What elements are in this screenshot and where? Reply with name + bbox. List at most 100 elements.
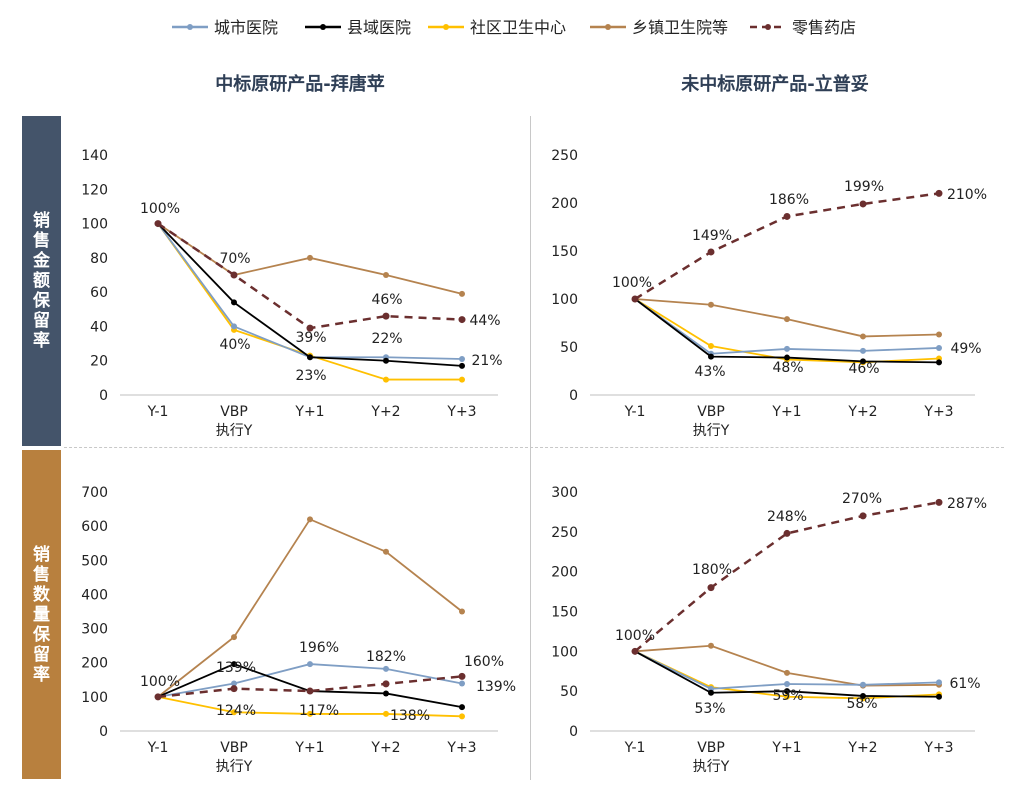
legend-item: 社区卫生中心 [428,18,566,37]
data-point [784,316,790,323]
data-label: 248% [767,509,807,525]
row-label-sales-volume: 销售数量保留率 [22,450,61,779]
data-label: 199% [844,179,884,195]
x-tick-label: Y+2 [847,740,877,756]
data-label: 48% [772,360,803,376]
data-point [307,354,313,361]
x-tick-label: Y+2 [847,404,877,420]
data-label: 49% [950,341,981,357]
data-point [307,254,313,261]
y-tick-label: 400 [81,587,108,603]
data-point [383,357,389,364]
data-point [784,688,790,695]
y-tick-label: 50 [560,340,578,356]
series-line [634,298,940,364]
x-tick-label: 执行Y [693,423,730,439]
data-label: 100% [140,201,180,217]
data-point [859,512,867,520]
data-label: 53% [694,701,725,717]
data-label: 100% [140,674,180,690]
y-tick-label: 100 [81,690,108,706]
legend-item: 零售药店 [750,18,856,37]
data-label: 39% [295,330,326,346]
chart-volume-lipitor: 0 50 100 150 200 250 300 Y-1 VBP 执行Y Y+1 Y+2 Y+3 100%… [551,485,987,775]
x-tick-label: Y-1 [147,740,169,756]
data-point [231,680,237,687]
legend-item: 县域医院 [305,18,411,37]
data-point [231,709,237,716]
x-tick-label: 执行Y [693,759,730,775]
data-label: 139% [216,660,256,676]
data-label: 46% [848,361,879,377]
data-point [383,548,389,555]
data-point [707,584,715,592]
legend-label: 乡镇卫生院等 [632,18,728,37]
data-point [306,687,314,695]
legend-label: 城市医院 [214,18,278,37]
row-divider [64,447,1004,448]
data-label: 61% [949,676,980,692]
series-line [157,222,463,330]
data-point [382,680,390,688]
y-tick-label: 140 [81,148,108,164]
data-point [231,299,237,306]
data-point [860,692,866,699]
legend-marker [187,24,193,30]
data-point [231,634,237,641]
data-point [458,316,466,324]
data-point [230,685,238,693]
data-point [307,516,313,523]
data-point [708,343,714,350]
data-point [459,362,465,369]
y-tick-label: 300 [81,622,108,638]
row-label-sales-amount: 销售金额保留率 [22,116,61,446]
y-tick-label: 0 [569,724,578,740]
x-tick-label: Y-1 [147,404,169,420]
x-tick-label: Y+3 [446,404,476,420]
x-tick-label: Y+1 [294,740,324,756]
x-tick-label: Y+1 [771,740,801,756]
legend-marker [443,24,449,30]
x-tick-label: Y+2 [370,404,400,420]
column-divider [530,116,531,780]
data-point [154,220,162,228]
data-label: 43% [694,364,725,380]
data-point [784,680,790,687]
x-tick-label: Y+1 [771,404,801,420]
x-tick-label: Y+3 [446,740,476,756]
data-point [382,312,390,320]
y-tick-label: 0 [99,388,108,404]
series-line [157,675,463,699]
data-label: 44% [469,313,500,329]
data-label: 21% [471,353,502,369]
chart-legend: 城市医院 县域医院 社区卫生中心 乡镇卫生院等 零售药店 [172,18,856,37]
y-tick-label: 150 [551,605,578,621]
series-line [634,298,940,364]
series-line [157,663,463,708]
data-point [936,331,942,338]
y-tick-label: 500 [81,553,108,569]
y-tick-label: 300 [551,485,578,501]
data-point [860,333,866,340]
y-tick-label: 0 [569,388,578,404]
data-point [784,669,790,676]
series-line [634,644,940,687]
data-label: 124% [216,703,256,719]
data-point [708,689,714,696]
y-tick-label: 250 [551,525,578,541]
data-label: 58% [846,696,877,712]
data-point [708,301,714,308]
legend-marker [765,24,771,30]
data-point [936,679,942,686]
data-point [784,693,790,700]
y-tick-label: 100 [81,217,108,233]
x-tick-label: Y+3 [923,740,953,756]
data-point [784,345,790,352]
data-point [383,272,389,278]
data-point [459,713,465,720]
data-label: 117% [299,703,339,719]
data-point [383,665,389,672]
chart-amount-lipitor: 0 50 100 150 200 250 Y-1 VBP 执行Y Y+1 Y+2 Y+3 100% 149… [551,148,987,439]
x-tick-label: VBP [220,404,248,420]
data-point [459,290,465,297]
